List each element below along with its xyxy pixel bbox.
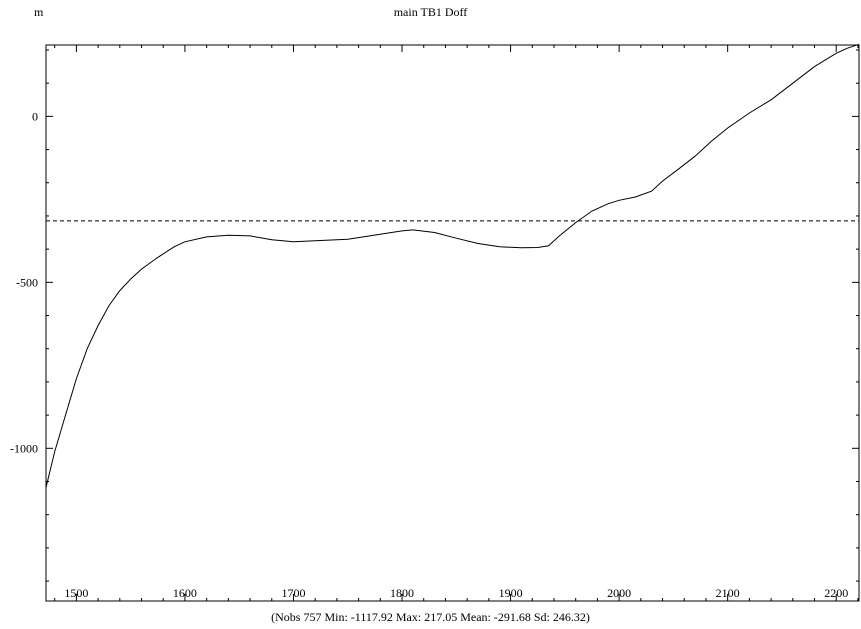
- series-line: [45, 43, 860, 488]
- axis-tick-labels: 1500 1600 1700 1800 1900 2000 2100 2200 0 -500 -10…: [10, 109, 848, 600]
- x-tick-label: 1500: [64, 586, 88, 600]
- plot-frame: [45, 44, 860, 602]
- stats-caption: (Nobs 757 Min: -1117.92 Max: 217.05 Mean…: [271, 610, 590, 624]
- x-tick-label: 2200: [824, 586, 848, 600]
- x-tick-label: 2100: [716, 586, 740, 600]
- axis-ticks: [46, 45, 859, 601]
- x-tick-label: 1600: [173, 586, 197, 600]
- y-tick-label: -500: [16, 275, 38, 289]
- x-tick-label: 2000: [607, 586, 631, 600]
- y-tick-label: 0: [32, 109, 38, 123]
- x-tick-label: 1700: [281, 586, 305, 600]
- x-tick-label: 1800: [390, 586, 414, 600]
- x-tick-label: 1900: [499, 586, 523, 600]
- y-tick-label: -1000: [10, 441, 38, 455]
- y-unit-label: m: [34, 5, 44, 19]
- chart-title: main TB1 Doff: [393, 5, 468, 19]
